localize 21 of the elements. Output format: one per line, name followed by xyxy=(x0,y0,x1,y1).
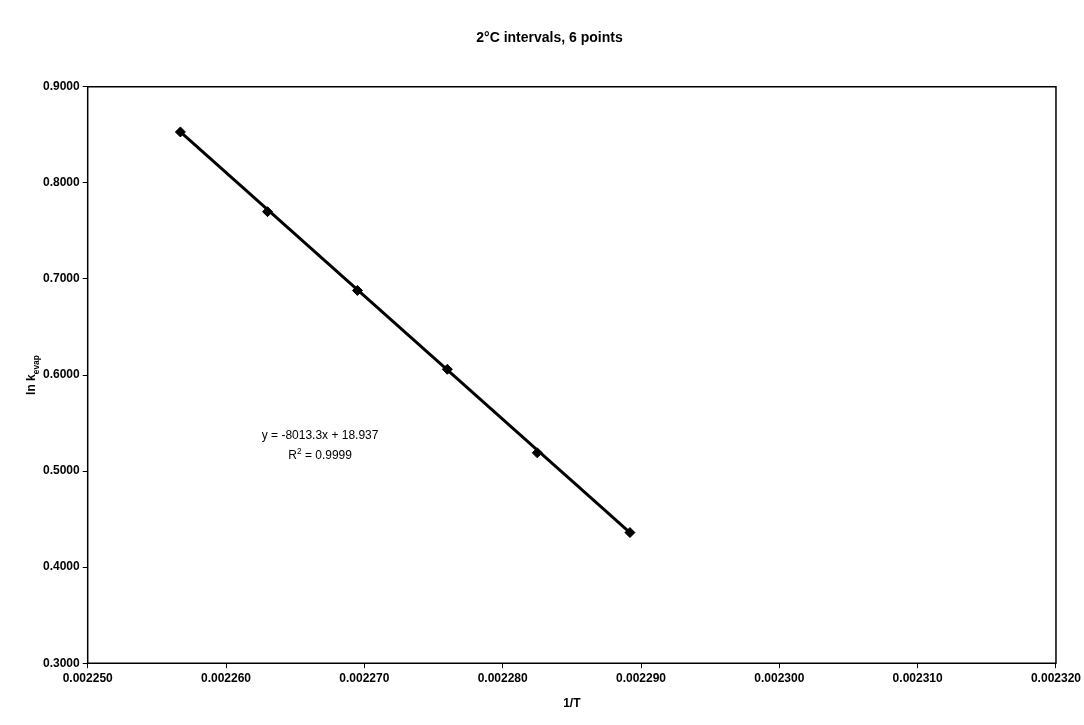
annotation: y = -8013.3x + 18.937 xyxy=(261,427,379,442)
point xyxy=(624,527,636,539)
x-tick-label: 0.002260 xyxy=(201,670,252,685)
x-axis-title: 1/T xyxy=(563,696,582,711)
x-tick-label: 0.002300 xyxy=(754,670,805,685)
x-tick-label: 0.002320 xyxy=(1030,670,1082,685)
x-tick-label: 0.002270 xyxy=(339,670,390,685)
y-tick-label: 0.3000 xyxy=(43,655,81,670)
y-tick-label: 0.7000 xyxy=(43,271,81,286)
y-axis-title: ln kevap xyxy=(24,355,41,395)
y-tick-label: 0.5000 xyxy=(43,463,81,478)
x-tick-label: 0.002280 xyxy=(477,670,529,685)
y-tick-label: 0.4000 xyxy=(43,559,81,574)
chart-title: 2°C intervals, 6 points xyxy=(476,29,623,46)
x-tick-label: 0.002290 xyxy=(615,670,667,685)
point xyxy=(174,126,186,138)
x-tick-label: 0.002250 xyxy=(62,670,114,685)
y-tick-label: 0.8000 xyxy=(43,175,81,190)
y-tick-label: 0.9000 xyxy=(43,79,81,94)
x-tick-label: 0.002310 xyxy=(892,670,943,685)
y-tick-label: 0.6000 xyxy=(43,367,81,382)
